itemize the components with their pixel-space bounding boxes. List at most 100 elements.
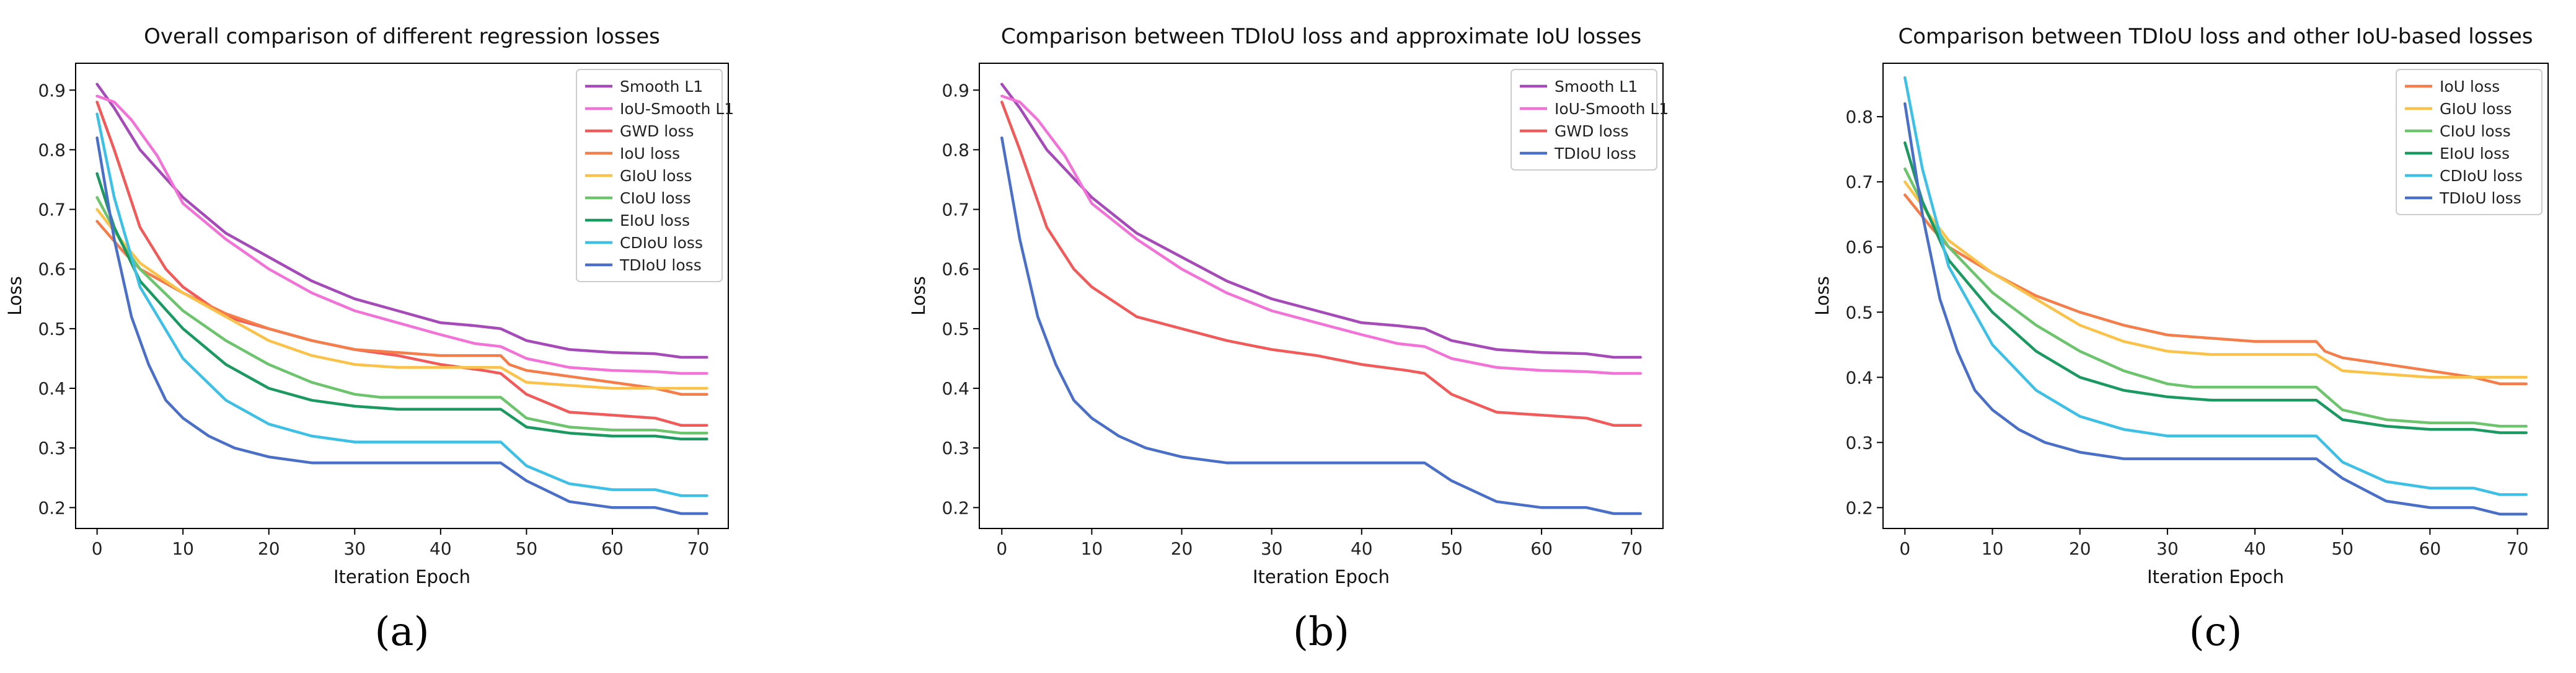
chart-title: Comparison between TDIoU loss and approx…	[1001, 24, 1641, 49]
plot-frame	[979, 63, 1664, 529]
series-line-tdiou-loss	[1903, 102, 2528, 516]
y-tick-label: 0.2	[942, 497, 969, 518]
y-tick-label: 0.8	[942, 140, 969, 160]
y-tick-label: 0.9	[942, 80, 969, 100]
legend-label: IoU-Smooth L1	[620, 100, 734, 118]
panel-caption: (c)	[2189, 609, 2243, 655]
legend-label: CDIoU loss	[620, 234, 703, 252]
x-tick-label: 0	[92, 538, 103, 559]
y-tick-label: 0.6	[942, 259, 969, 280]
legend-label: EIoU loss	[2440, 145, 2510, 163]
y-tick-label: 0.3	[1845, 432, 1873, 453]
series-line-iou-smooth-l1	[1000, 94, 1642, 375]
series-lines	[1000, 82, 1642, 515]
series-lines	[1903, 76, 2528, 516]
y-tick-label: 0.4	[1845, 367, 1873, 388]
x-tick-label: 50	[2331, 538, 2353, 559]
plot-frame	[1882, 63, 2549, 529]
x-tick-label: 70	[687, 538, 710, 559]
panel-caption: (a)	[374, 609, 429, 655]
y-tick-label: 0.7	[1845, 172, 1873, 192]
legend-label: CIoU loss	[2440, 122, 2511, 140]
legend-label: IoU loss	[620, 145, 680, 163]
x-tick-label: 10	[1081, 538, 1103, 559]
x-tick-label: 40	[430, 538, 452, 559]
x-tick-label: 60	[601, 538, 624, 559]
legend-label: GWD loss	[620, 122, 694, 140]
legend-label: EIoU loss	[620, 212, 690, 230]
y-tick-label: 0.3	[942, 438, 969, 458]
x-tick-label: 40	[2244, 538, 2266, 559]
y-axis-label: Loss	[4, 276, 25, 316]
series-line-cdiou-loss	[95, 112, 708, 497]
legend-label: IoU-Smooth L1	[1555, 100, 1669, 118]
y-axis-label: Loss	[908, 276, 929, 316]
legend-label: TDIoU loss	[2439, 189, 2521, 207]
legend-box	[1511, 69, 1657, 171]
series-line-iou-smooth-l1	[95, 94, 708, 375]
x-axis-label: Iteration Epoch	[333, 566, 470, 587]
series-line-eiou-loss	[1903, 141, 2528, 434]
chart-panel-3: Comparison between TDIoU loss and other …	[1812, 24, 2549, 655]
legend-label: CIoU loss	[620, 189, 691, 207]
x-axis-label: Iteration Epoch	[1253, 566, 1390, 587]
series-line-gwd-loss	[1000, 100, 1642, 427]
x-tick-label: 30	[1261, 538, 1283, 559]
x-tick-label: 10	[1982, 538, 2004, 559]
y-tick-label: 0.6	[1845, 237, 1873, 257]
x-tick-label: 20	[1171, 538, 1193, 559]
legend-label: Smooth L1	[620, 78, 703, 96]
legend-box	[576, 69, 723, 282]
legend: Smooth L1 IoU-Smooth L1 GWD loss IoU loss GI…	[576, 69, 734, 282]
series-line-tdiou-loss	[1000, 136, 1642, 515]
legend-label: GIoU loss	[620, 167, 692, 185]
y-tick-label: 0.8	[1845, 107, 1873, 127]
series-line-giou-loss	[1903, 180, 2528, 379]
legend-label: GWD loss	[1555, 122, 1629, 140]
x-tick-label: 0	[1899, 538, 1910, 559]
y-tick-label: 0.2	[38, 497, 66, 518]
x-tick-label: 70	[1620, 538, 1643, 559]
y-tick-label: 0.7	[38, 200, 66, 220]
y-tick-label: 0.5	[942, 319, 969, 339]
y-tick-label: 0.5	[1845, 302, 1873, 323]
y-tick-label: 0.7	[942, 200, 969, 220]
y-tick-label: 0.4	[38, 378, 66, 399]
legend-label: TDIoU loss	[619, 256, 702, 274]
y-tick-label: 0.2	[1845, 497, 1873, 518]
x-tick-label: 20	[2069, 538, 2091, 559]
x-tick-label: 10	[172, 538, 194, 559]
legend-label: Smooth L1	[1555, 78, 1638, 96]
y-tick-label: 0.3	[38, 438, 66, 458]
series-line-cdiou-loss	[1903, 76, 2528, 496]
chart-panel-2: Comparison between TDIoU loss and approx…	[908, 24, 1669, 655]
x-tick-label: 0	[996, 538, 1007, 559]
legend: IoU loss GIoU loss CIoU loss EIoU loss CDIoU…	[2396, 69, 2543, 215]
x-tick-label: 50	[1440, 538, 1463, 559]
chart-title: Comparison between TDIoU loss and other …	[1898, 24, 2533, 49]
x-tick-label: 60	[2419, 538, 2441, 559]
plot-frame	[75, 63, 729, 529]
x-tick-label: 30	[343, 538, 366, 559]
series-line-gwd-loss	[95, 100, 708, 427]
x-tick-label: 50	[516, 538, 538, 559]
y-tick-label: 0.8	[38, 140, 66, 160]
y-axis-label: Loss	[1812, 276, 1833, 316]
series-line-ciou-loss	[95, 196, 708, 435]
x-tick-label: 40	[1351, 538, 1373, 559]
x-tick-label: 30	[2156, 538, 2179, 559]
x-tick-label: 70	[2507, 538, 2529, 559]
y-tick-label: 0.6	[38, 259, 66, 280]
legend-box	[2396, 69, 2543, 215]
x-axis-label: Iteration Epoch	[2147, 566, 2284, 587]
x-tick-label: 60	[1530, 538, 1553, 559]
panel-caption: (b)	[1293, 609, 1349, 655]
chart-panel-1: Overall comparison of different regressi…	[4, 24, 734, 655]
legend-label: TDIoU loss	[1554, 145, 1636, 163]
y-tick-label: 0.5	[38, 319, 66, 339]
legend-label: CDIoU loss	[2440, 167, 2523, 185]
y-tick-label: 0.9	[38, 80, 66, 100]
legend-label: IoU loss	[2440, 78, 2500, 96]
